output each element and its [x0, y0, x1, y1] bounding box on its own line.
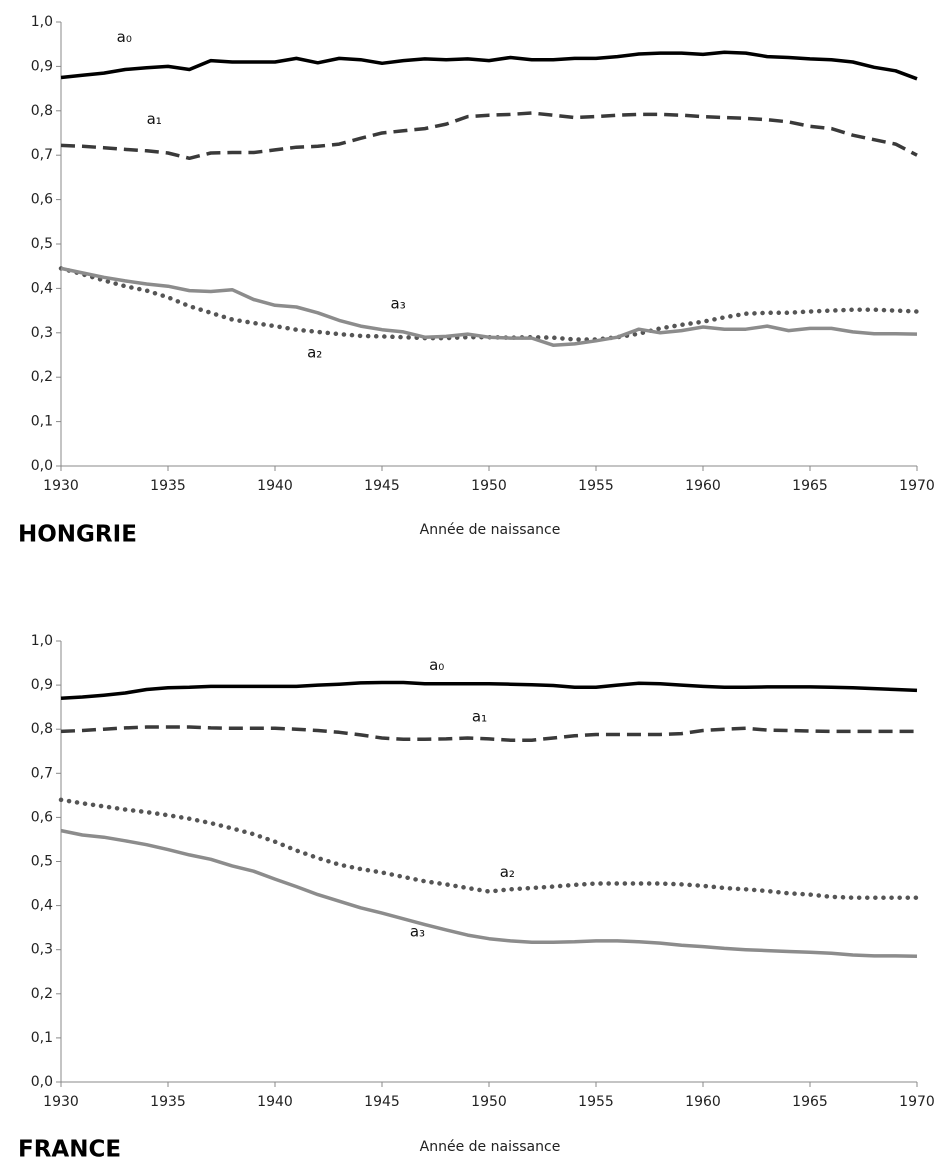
chart-title: HONGRIE [18, 522, 137, 548]
y-tick-label: 0,4 [31, 898, 53, 914]
series-line [60, 725, 917, 742]
x-tick-label: 1930 [43, 1094, 79, 1110]
y-tick-label: 0,1 [31, 414, 53, 430]
y-tick-label: 0,0 [31, 458, 53, 474]
x-tick-label: 1945 [364, 478, 400, 494]
x-tick-label: 1940 [257, 478, 293, 494]
x-tick-label: 1945 [364, 1094, 400, 1110]
series-label: a₁ [472, 707, 487, 725]
series-line [60, 50, 918, 81]
y-tick-label: 0,5 [31, 854, 53, 870]
series-label: a₃ [391, 294, 406, 312]
x-tick-label: 1930 [43, 478, 79, 494]
x-tick-label: 1965 [792, 1094, 828, 1110]
x-tick-label: 1955 [578, 478, 614, 494]
y-tick-label: 0,9 [31, 677, 53, 693]
y-tick-label: 0,6 [31, 192, 53, 208]
y-tick-label: 0,9 [31, 58, 53, 74]
series-line [60, 111, 918, 161]
series-label: a₃ [410, 923, 425, 941]
y-tick-label: 1,0 [31, 633, 53, 649]
y-tick-label: 1,0 [31, 14, 53, 30]
x-tick-label: 1960 [685, 478, 721, 494]
x-tick-label: 1950 [471, 1094, 507, 1110]
series-line [60, 266, 918, 347]
y-tick-label: 0,1 [31, 1030, 53, 1046]
x-tick-label: 1960 [685, 1094, 721, 1110]
x-tick-label: 1935 [150, 1094, 186, 1110]
x-tick-label: 1970 [899, 478, 935, 494]
y-tick-label: 0,7 [31, 765, 53, 781]
x-tick-label: 1935 [150, 478, 186, 494]
y-tick-label: 0,5 [31, 236, 53, 252]
chart-title: FRANCE [18, 1137, 121, 1162]
x-axis-label: Année de naissance [420, 1139, 561, 1155]
x-tick-label: 1955 [578, 1094, 614, 1110]
series-label: a₂ [307, 343, 322, 361]
y-tick-label: 0,8 [31, 103, 53, 119]
series-line [60, 680, 918, 701]
series-line [58, 797, 920, 900]
y-tick-label: 0,3 [31, 942, 53, 958]
series-line [60, 828, 918, 959]
y-tick-label: 0,2 [31, 986, 53, 1002]
y-tick-label: 0,0 [31, 1074, 53, 1090]
x-tick-label: 1950 [471, 478, 507, 494]
series-label: a₀ [117, 28, 132, 46]
series-label: a₂ [500, 863, 515, 881]
y-tick-label: 0,7 [31, 147, 53, 163]
series-label: a₀ [429, 656, 444, 674]
series-label: a₁ [147, 110, 162, 128]
x-axis-label: Année de naissance [420, 522, 561, 538]
x-tick-label: 1940 [257, 1094, 293, 1110]
y-tick-label: 0,8 [31, 721, 53, 737]
x-tick-label: 1970 [899, 1094, 935, 1110]
y-tick-label: 0,3 [31, 325, 53, 341]
y-tick-label: 0,2 [31, 369, 53, 385]
y-tick-label: 0,6 [31, 809, 53, 825]
x-tick-label: 1965 [792, 478, 828, 494]
y-tick-label: 0,4 [31, 280, 53, 296]
